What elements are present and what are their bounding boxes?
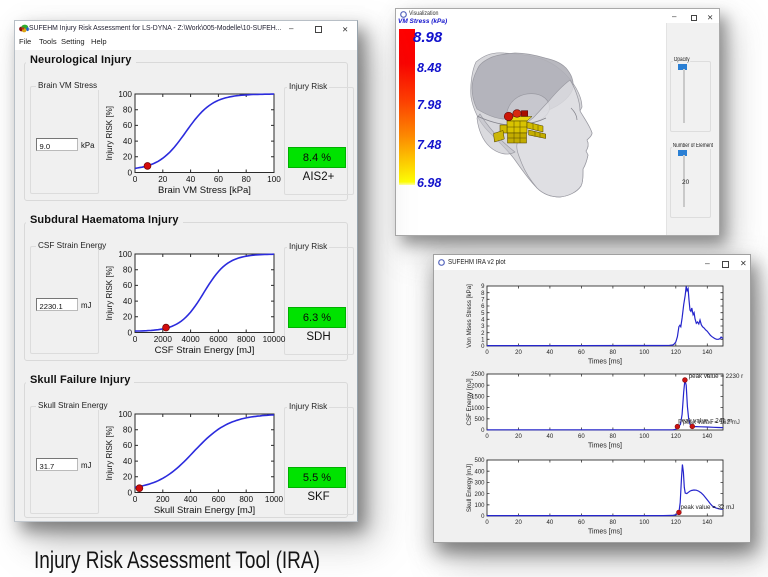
svg-text:140: 140	[702, 350, 713, 356]
svg-text:0: 0	[133, 335, 138, 344]
svg-text:peak value = 162 mJ: peak value = 162 mJ	[683, 419, 740, 426]
svg-text:100: 100	[118, 90, 132, 99]
svg-text:20: 20	[158, 175, 168, 184]
svg-text:140: 140	[702, 434, 713, 440]
svg-text:4000: 4000	[181, 335, 200, 344]
svg-text:9: 9	[481, 284, 485, 290]
svg-text:peak value = 32 mJ: peak value = 32 mJ	[681, 504, 735, 511]
svg-text:20: 20	[515, 434, 522, 440]
svg-text:8: 8	[481, 291, 485, 297]
svg-text:peak value = 2230 r: peak value = 2230 r	[689, 373, 744, 380]
svg-text:4: 4	[481, 318, 485, 324]
svg-text:100: 100	[474, 503, 485, 509]
svg-text:120: 120	[671, 520, 682, 526]
svg-text:6: 6	[481, 304, 485, 310]
svg-text:2: 2	[481, 331, 485, 337]
svg-text:120: 120	[671, 350, 682, 356]
svg-text:20: 20	[123, 313, 133, 322]
svg-text:500: 500	[474, 417, 485, 423]
svg-text:400: 400	[184, 495, 198, 504]
svg-text:80: 80	[610, 520, 617, 526]
svg-text:0: 0	[481, 514, 485, 520]
svg-text:80: 80	[610, 434, 617, 440]
svg-text:1500: 1500	[471, 395, 485, 401]
svg-text:2500: 2500	[471, 372, 485, 378]
svg-text:100: 100	[118, 410, 132, 419]
svg-text:80: 80	[123, 266, 133, 275]
svg-text:20: 20	[515, 520, 522, 526]
svg-text:10000: 10000	[263, 335, 286, 344]
svg-text:100: 100	[639, 434, 650, 440]
svg-text:Times [ms]: Times [ms]	[588, 443, 622, 450]
svg-text:5: 5	[481, 311, 485, 317]
svg-text:peak value = 241 m: peak value = 241 m	[678, 418, 732, 425]
svg-text:200: 200	[156, 495, 170, 504]
svg-text:3: 3	[481, 324, 485, 330]
svg-text:0: 0	[127, 168, 132, 177]
svg-text:0: 0	[127, 328, 132, 337]
svg-text:0: 0	[485, 520, 489, 526]
svg-text:40: 40	[123, 457, 133, 466]
svg-text:20: 20	[123, 153, 133, 162]
svg-text:CSF Strain Energy [mJ]: CSF Strain Energy [mJ]	[155, 345, 255, 356]
svg-text:40: 40	[123, 137, 133, 146]
svg-text:0: 0	[481, 344, 485, 350]
svg-text:80: 80	[242, 175, 252, 184]
svg-text:Skull Strain Energy [mJ]: Skull Strain Energy [mJ]	[154, 505, 255, 516]
svg-text:1: 1	[481, 338, 485, 344]
svg-text:1000: 1000	[265, 495, 284, 504]
svg-text:Injury RISK [%]: Injury RISK [%]	[105, 426, 114, 480]
svg-text:7: 7	[481, 298, 485, 304]
svg-text:140: 140	[702, 520, 713, 526]
svg-text:40: 40	[123, 297, 133, 306]
svg-text:60: 60	[578, 350, 585, 356]
svg-text:80: 80	[610, 350, 617, 356]
svg-text:300: 300	[474, 481, 485, 487]
svg-text:Times [ms]: Times [ms]	[588, 529, 622, 536]
svg-text:Von Mises Stress [kPa]: Von Mises Stress [kPa]	[466, 284, 473, 348]
svg-text:100: 100	[118, 250, 132, 259]
svg-text:0: 0	[481, 428, 485, 434]
svg-text:0: 0	[485, 350, 489, 356]
svg-text:60: 60	[578, 520, 585, 526]
svg-text:1000: 1000	[471, 406, 485, 412]
svg-text:2000: 2000	[154, 335, 173, 344]
svg-text:60: 60	[123, 121, 133, 130]
svg-text:0: 0	[485, 434, 489, 440]
svg-text:600: 600	[212, 495, 226, 504]
svg-text:60: 60	[123, 281, 133, 290]
svg-text:100: 100	[267, 175, 281, 184]
svg-text:100: 100	[639, 350, 650, 356]
svg-text:60: 60	[123, 441, 133, 450]
svg-text:0: 0	[127, 488, 132, 497]
svg-text:40: 40	[547, 520, 554, 526]
svg-text:400: 400	[474, 469, 485, 475]
svg-text:60: 60	[214, 175, 224, 184]
svg-text:Skull Energy [mJ]: Skull Energy [mJ]	[466, 464, 473, 512]
svg-text:100: 100	[639, 520, 650, 526]
svg-text:6000: 6000	[209, 335, 228, 344]
svg-text:120: 120	[671, 434, 682, 440]
svg-text:Times [ms]: Times [ms]	[588, 359, 622, 366]
svg-text:40: 40	[547, 350, 554, 356]
svg-text:0: 0	[133, 175, 138, 184]
svg-text:800: 800	[239, 495, 253, 504]
svg-text:Injury RISK [%]: Injury RISK [%]	[105, 266, 114, 320]
svg-text:200: 200	[474, 492, 485, 498]
svg-text:20: 20	[123, 473, 133, 482]
svg-text:500: 500	[474, 458, 485, 464]
svg-text:2000: 2000	[471, 383, 485, 389]
svg-text:0: 0	[133, 495, 138, 504]
svg-text:80: 80	[123, 426, 133, 435]
svg-text:20: 20	[515, 350, 522, 356]
svg-text:Brain VM Stress [kPa]: Brain VM Stress [kPa]	[158, 185, 251, 196]
svg-text:Injury RISK [%]: Injury RISK [%]	[105, 106, 114, 160]
svg-text:8000: 8000	[237, 335, 256, 344]
svg-text:40: 40	[547, 434, 554, 440]
svg-text:60: 60	[578, 434, 585, 440]
svg-text:80: 80	[123, 106, 133, 115]
svg-text:40: 40	[186, 175, 196, 184]
svg-text:CSF Energy [mJ]: CSF Energy [mJ]	[466, 378, 473, 425]
